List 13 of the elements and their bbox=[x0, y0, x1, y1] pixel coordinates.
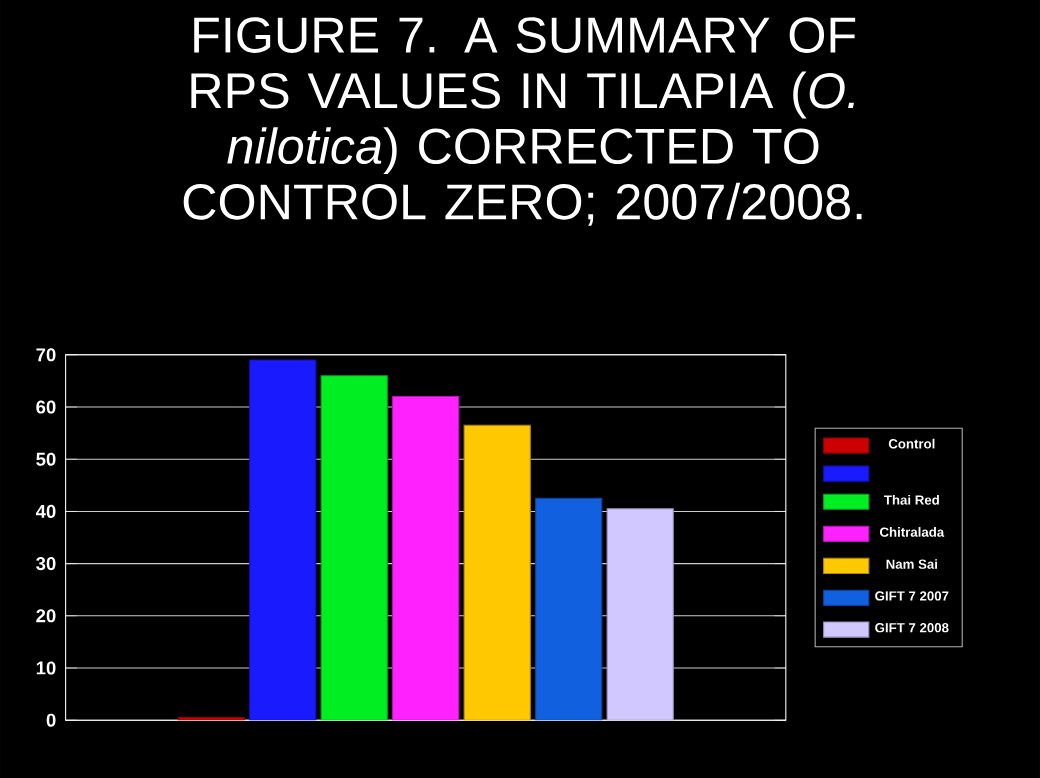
y-tick-label: 40 bbox=[35, 504, 56, 518]
bar bbox=[535, 497, 603, 720]
y-tick-label: 50 bbox=[36, 452, 56, 466]
bar bbox=[320, 374, 388, 720]
chart-title: FIGURE 7. A SUMMARY OF RPS VALUES IN TILAPIA (O. nilotica) CORRECTED TO CONTROL ZERO; 2007/2008. bbox=[183, 17, 862, 226]
bar bbox=[392, 395, 460, 720]
y-tick-label: 60 bbox=[36, 400, 56, 414]
bar bbox=[606, 508, 674, 720]
y-tick-label: 30 bbox=[36, 556, 56, 570]
y-tick-label: 10 bbox=[36, 661, 56, 675]
y-tick-label: 0 bbox=[46, 713, 56, 727]
y-tick-label: 20 bbox=[36, 609, 56, 623]
y-tick-label: 70 bbox=[36, 348, 56, 362]
